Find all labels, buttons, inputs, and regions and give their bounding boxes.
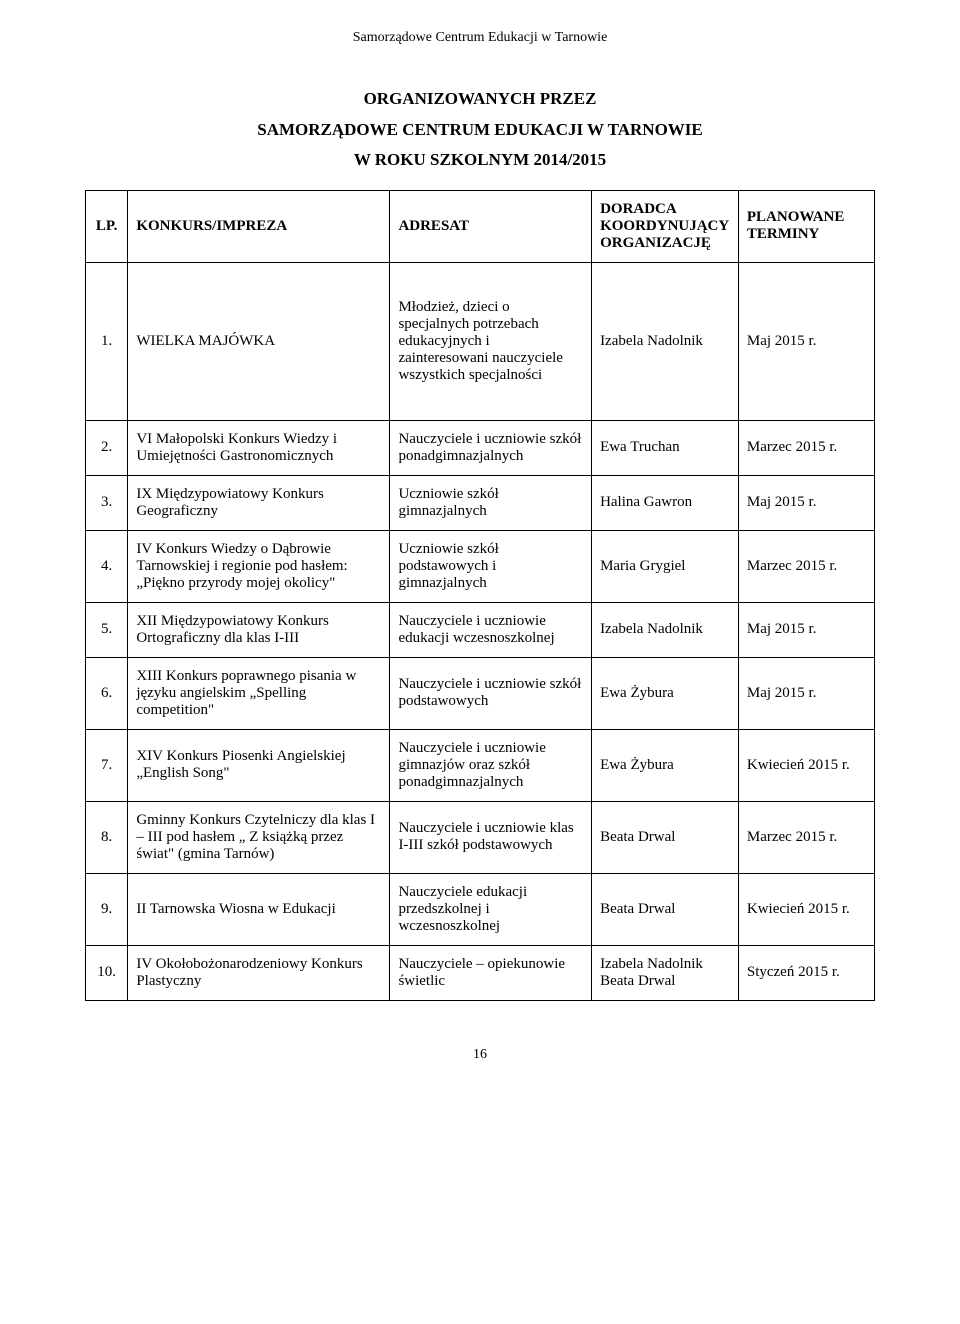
cell-lp: 8.: [86, 801, 128, 873]
cell-adresat: Uczniowie szkół podstawowych i gimnazjal…: [390, 530, 592, 602]
cell-terminy: Marzec 2015 r.: [738, 420, 874, 475]
cell-doradca: Halina Gawron: [592, 475, 739, 530]
col-header-doradca: DORADCA KOORDYNUJĄCY ORGANIZACJĘ: [592, 190, 739, 262]
cell-terminy: Maj 2015 r.: [738, 602, 874, 657]
title-line-3: W ROKU SZKOLNYM 2014/2015: [85, 145, 875, 176]
cell-lp: 1.: [86, 262, 128, 420]
table-row: 1.WIELKA MAJÓWKAMłodzież, dzieci o specj…: [86, 262, 875, 420]
cell-konkurs: XII Międzypowiatowy Konkurs Ortograficzn…: [128, 602, 390, 657]
cell-adresat: Nauczyciele – opiekunowie świetlic: [390, 945, 592, 1000]
cell-konkurs: VI Małopolski Konkurs Wiedzy i Umiejętno…: [128, 420, 390, 475]
cell-lp: 9.: [86, 873, 128, 945]
cell-doradca: Izabela Nadolnik: [592, 262, 739, 420]
title-line-2: SAMORZĄDOWE CENTRUM EDUKACJI W TARNOWIE: [85, 115, 875, 146]
title-line-1: ORGANIZOWANYCH PRZEZ: [85, 84, 875, 115]
cell-adresat: Nauczyciele i uczniowie klas I-III szkół…: [390, 801, 592, 873]
cell-terminy: Maj 2015 r.: [738, 475, 874, 530]
cell-adresat: Nauczyciele edukacji przedszkolnej i wcz…: [390, 873, 592, 945]
table-row: 5.XII Międzypowiatowy Konkurs Ortografic…: [86, 602, 875, 657]
table-body: 1.WIELKA MAJÓWKAMłodzież, dzieci o specj…: [86, 262, 875, 1000]
cell-konkurs: IX Międzypowiatowy Konkurs Geograficzny: [128, 475, 390, 530]
cell-konkurs: XIV Konkurs Piosenki Angielskiej „Englis…: [128, 729, 390, 801]
col-header-terminy: PLANOWANE TERMINY: [738, 190, 874, 262]
cell-lp: 3.: [86, 475, 128, 530]
cell-terminy: Maj 2015 r.: [738, 262, 874, 420]
cell-doradca: Beata Drwal: [592, 801, 739, 873]
cell-adresat: Nauczyciele i uczniowie edukacji wczesno…: [390, 602, 592, 657]
cell-lp: 4.: [86, 530, 128, 602]
cell-konkurs: XIII Konkurs poprawnego pisania w języku…: [128, 657, 390, 729]
title-block: ORGANIZOWANYCH PRZEZ SAMORZĄDOWE CENTRUM…: [85, 84, 875, 176]
cell-terminy: Marzec 2015 r.: [738, 801, 874, 873]
cell-adresat: Nauczyciele i uczniowie gimnazjów oraz s…: [390, 729, 592, 801]
page-header: Samorządowe Centrum Edukacji w Tarnowie: [85, 30, 875, 46]
table-row: 10.IV Okołobożonarodzeniowy Konkurs Plas…: [86, 945, 875, 1000]
cell-konkurs: IV Konkurs Wiedzy o Dąbrowie Tarnowskiej…: [128, 530, 390, 602]
cell-konkurs: IV Okołobożonarodzeniowy Konkurs Plastyc…: [128, 945, 390, 1000]
cell-doradca: Izabela Nadolnik Beata Drwal: [592, 945, 739, 1000]
table-row: 3.IX Międzypowiatowy Konkurs Geograficzn…: [86, 475, 875, 530]
cell-terminy: Styczeń 2015 r.: [738, 945, 874, 1000]
cell-adresat: Uczniowie szkół gimnazjalnych: [390, 475, 592, 530]
cell-doradca: Beata Drwal: [592, 873, 739, 945]
table-row: 6.XIII Konkurs poprawnego pisania w języ…: [86, 657, 875, 729]
cell-lp: 7.: [86, 729, 128, 801]
cell-terminy: Marzec 2015 r.: [738, 530, 874, 602]
cell-doradca: Maria Grygiel: [592, 530, 739, 602]
table-row: 4.IV Konkurs Wiedzy o Dąbrowie Tarnowski…: [86, 530, 875, 602]
table-row: 2.VI Małopolski Konkurs Wiedzy i Umiejęt…: [86, 420, 875, 475]
cell-konkurs: II Tarnowska Wiosna w Edukacji: [128, 873, 390, 945]
cell-konkurs: WIELKA MAJÓWKA: [128, 262, 390, 420]
cell-terminy: Kwiecień 2015 r.: [738, 729, 874, 801]
cell-lp: 6.: [86, 657, 128, 729]
cell-lp: 10.: [86, 945, 128, 1000]
col-header-adresat: ADRESAT: [390, 190, 592, 262]
cell-doradca: Ewa Truchan: [592, 420, 739, 475]
table-row: 7.XIV Konkurs Piosenki Angielskiej „Engl…: [86, 729, 875, 801]
cell-adresat: Młodzież, dzieci o specjalnych potrzebac…: [390, 262, 592, 420]
table-header-row: LP. KONKURS/IMPREZA ADRESAT DORADCA KOOR…: [86, 190, 875, 262]
cell-doradca: Ewa Żybura: [592, 729, 739, 801]
table-row: 9.II Tarnowska Wiosna w EdukacjiNauczyci…: [86, 873, 875, 945]
cell-doradca: Ewa Żybura: [592, 657, 739, 729]
col-header-lp: LP.: [86, 190, 128, 262]
table-row: 8.Gminny Konkurs Czytelniczy dla klas I …: [86, 801, 875, 873]
page-number: 16: [85, 1047, 875, 1063]
cell-konkurs: Gminny Konkurs Czytelniczy dla klas I – …: [128, 801, 390, 873]
cell-lp: 2.: [86, 420, 128, 475]
cell-terminy: Kwiecień 2015 r.: [738, 873, 874, 945]
col-header-konkurs: KONKURS/IMPREZA: [128, 190, 390, 262]
page: Samorządowe Centrum Edukacji w Tarnowie …: [0, 0, 960, 1093]
cell-doradca: Izabela Nadolnik: [592, 602, 739, 657]
cell-adresat: Nauczyciele i uczniowie szkół podstawowy…: [390, 657, 592, 729]
cell-terminy: Maj 2015 r.: [738, 657, 874, 729]
events-table: LP. KONKURS/IMPREZA ADRESAT DORADCA KOOR…: [85, 190, 875, 1001]
cell-adresat: Nauczyciele i uczniowie szkół ponadgimna…: [390, 420, 592, 475]
cell-lp: 5.: [86, 602, 128, 657]
